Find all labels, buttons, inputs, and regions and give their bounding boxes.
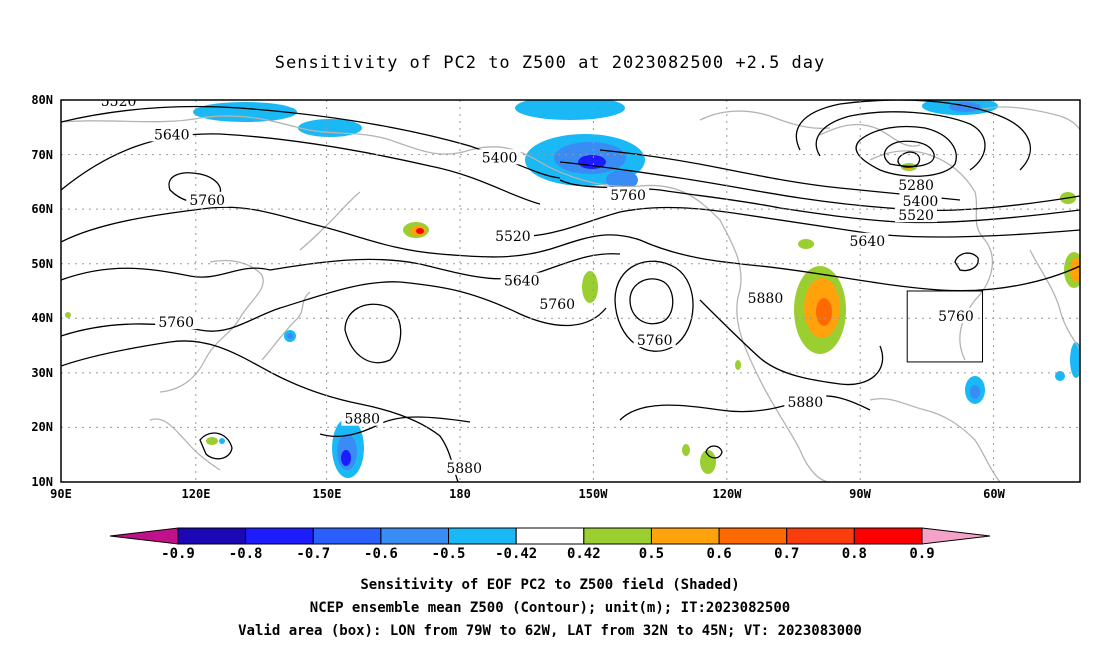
lat-tick-label: 70N (31, 148, 53, 162)
colorbar-cell (786, 527, 855, 545)
contour-label: 5400 (903, 194, 939, 210)
graticule (61, 100, 1080, 482)
colorbar-label: 0.5 (639, 546, 664, 562)
lon-axis: 90E 120E 150E 180 150W 120W 90W 60W (50, 487, 1005, 501)
contour-label-background (934, 308, 977, 324)
contour-labels: 5520564057605760540055205640576057605760… (97, 94, 977, 477)
contour-label-background (846, 232, 889, 248)
caption-line-valid-area: Valid area (box): LON from 79W to 62W, L… (238, 623, 862, 639)
colorbar-cell (515, 527, 585, 545)
lat-tick-label: 30N (31, 366, 53, 380)
negative-sensitivity-arctic (193, 100, 998, 190)
contour-label: 5760 (539, 297, 575, 313)
contour-label-background (895, 177, 938, 193)
colorbar-cell (583, 527, 652, 545)
contour-label: 5880 (748, 291, 784, 307)
colorbar-cell (312, 527, 382, 545)
colorbar-cell (650, 527, 720, 545)
figure-title: Sensitivity of PC2 to Z500 at 2023082500… (275, 53, 826, 73)
colorbar-cells (177, 527, 923, 545)
lon-tick-label: 120W (713, 487, 743, 501)
lat-tick-label: 10N (31, 475, 53, 489)
contour-label-background (536, 296, 579, 312)
contour-label: 5640 (504, 274, 540, 290)
colorbar-cell (448, 527, 517, 545)
lat-tick-label: 60N (31, 202, 53, 216)
contour-label-background (97, 100, 140, 109)
contour-label-background (784, 393, 827, 409)
map-frame (60, 99, 1081, 483)
colorbar-labels: -0.9 -0.8 -0.7 -0.6 -0.5 -0.42 0.42 0.5 0.6 0.7 0.… (161, 546, 935, 562)
caption-line-shading: Sensitivity of EOF PC2 to Z500 field (Sh… (360, 577, 739, 593)
colorbar-label: 0.9 (909, 546, 934, 562)
contour-label: 5520 (101, 94, 137, 110)
colorbar: -0.9 -0.8 -0.7 -0.6 -0.5 -0.42 0.42 0.5 0.6 0.7 0.… (109, 527, 991, 562)
colorbar-cell (245, 527, 314, 545)
contour-label: 5640 (850, 234, 886, 250)
sensitivity-shading (65, 100, 1080, 478)
caption: Sensitivity of EOF PC2 to Z500 field (Sh… (238, 577, 862, 639)
contour-label-background (443, 459, 486, 475)
colorbar-cell (853, 527, 923, 545)
colorbar-label: 0.8 (842, 546, 867, 562)
colorbar-label: -0.7 (296, 546, 330, 562)
contour-label-background (744, 290, 787, 306)
lat-tick-label: 40N (31, 311, 53, 325)
colorbar-cell (718, 527, 788, 545)
lon-tick-label: 150E (313, 487, 342, 501)
lon-tick-label: 150W (579, 487, 609, 501)
caption-line-contour: NCEP ensemble mean Z500 (Contour); unit(… (310, 600, 790, 616)
lon-tick-label: 90E (50, 487, 72, 501)
contour-label: 5880 (787, 395, 823, 411)
colorbar-low-extension (109, 527, 179, 545)
colorbar-high-extension (921, 527, 991, 545)
colorbar-label: 0.6 (706, 546, 731, 562)
contour-label-background (341, 410, 384, 426)
lon-tick-label: 60W (983, 487, 1005, 501)
contour-label: 5640 (154, 127, 190, 143)
colorbar-cell (380, 527, 450, 545)
colorbar-label: 0.42 (567, 546, 601, 562)
valid-area-box (906, 290, 984, 363)
contour-label: 5760 (158, 315, 194, 331)
colorbar-label: -0.8 (229, 546, 263, 562)
contour-label-background (895, 207, 938, 223)
map-panel: 5520564057605760540055205640576057605760… (31, 93, 1081, 501)
contour-label-background (607, 186, 650, 202)
contour-label-background (633, 332, 676, 348)
contour-label: 5520 (495, 229, 531, 245)
contour-label-background (150, 126, 193, 142)
colorbar-cell (177, 527, 247, 545)
colorbar-label: -0.6 (364, 546, 398, 562)
contour-label: 5760 (189, 193, 225, 209)
positive-sensitivity (65, 163, 1080, 474)
contour-label-background (899, 192, 942, 208)
contour-label-background (500, 272, 543, 288)
lat-tick-label: 20N (31, 420, 53, 434)
lon-tick-label: 90W (849, 487, 871, 501)
lat-axis: 80N 70N 60N 50N 40N 30N 20N 10N (31, 93, 53, 489)
lon-tick-label: 180 (449, 487, 471, 501)
contour-label: 5760 (637, 333, 673, 349)
contour-label: 5760 (610, 188, 646, 204)
contour-label-background (186, 191, 229, 207)
contour-label: 5400 (482, 150, 518, 166)
contour-label: 5280 (898, 178, 934, 194)
contour-label: 5880 (344, 412, 380, 428)
contour-label-background (155, 314, 198, 330)
colorbar-label: -0.9 (161, 546, 195, 562)
contour-label-background (478, 149, 521, 165)
contour-label: 5880 (446, 461, 482, 477)
colorbar-label: -0.42 (495, 546, 537, 562)
contour-label: 5520 (898, 208, 934, 224)
colorbar-label: 0.7 (774, 546, 799, 562)
contour-label-background (491, 227, 534, 243)
lat-tick-label: 80N (31, 93, 53, 107)
lat-tick-label: 50N (31, 257, 53, 271)
lon-tick-label: 120E (182, 487, 211, 501)
contour-label: 5760 (938, 309, 974, 325)
colorbar-label: -0.5 (432, 546, 466, 562)
